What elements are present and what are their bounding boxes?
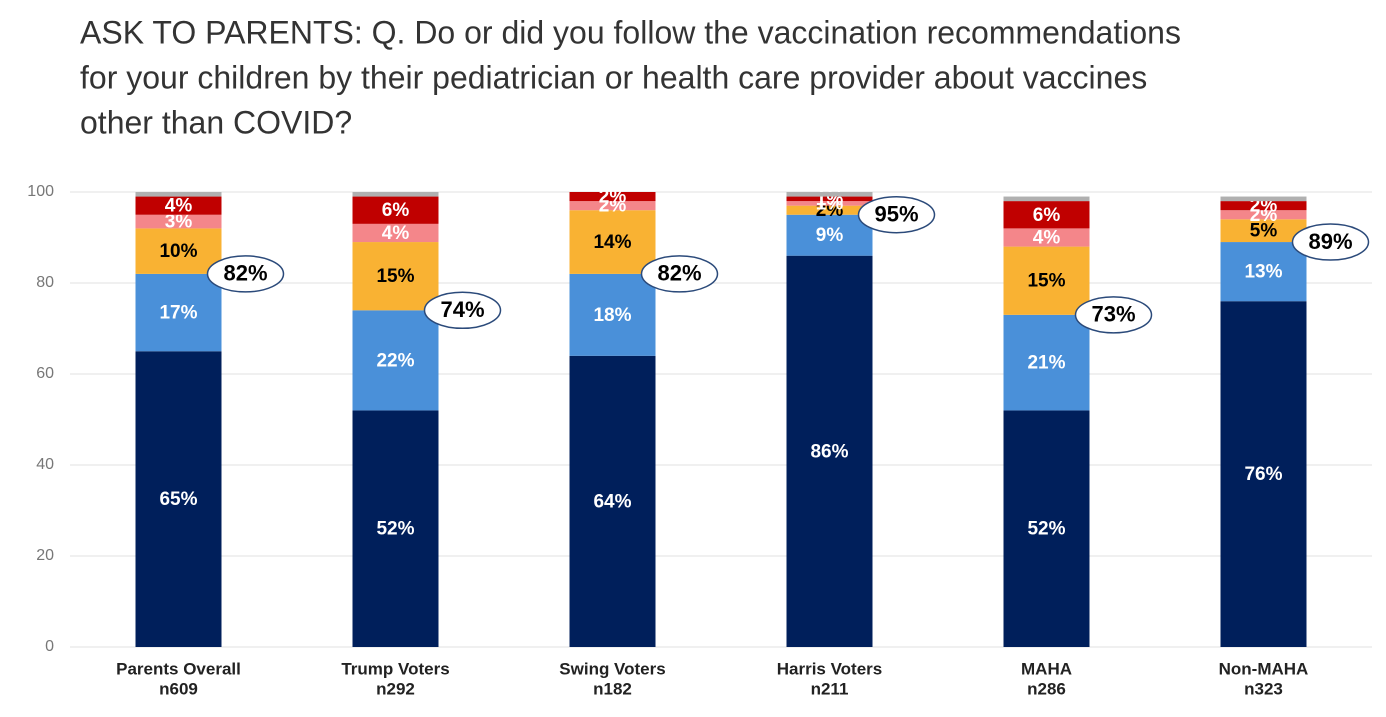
data-label: 3% (165, 212, 193, 233)
bar-segment (1003, 201, 1090, 229)
bar-segment (352, 192, 439, 197)
data-label: 10% (159, 241, 197, 262)
chart-title: for your children by their pediatrician … (80, 59, 1147, 95)
data-label: 64% (593, 491, 631, 512)
chart-title: other than COVID? (80, 104, 352, 140)
x-tick-label: Harris Voters (777, 659, 883, 678)
data-label: 17% (159, 303, 197, 324)
data-label: 76% (1244, 464, 1282, 485)
bar-segment (135, 196, 222, 215)
data-label: 4% (165, 196, 193, 217)
x-tick-sublabel: n211 (811, 679, 849, 698)
bar-segment (1220, 242, 1307, 302)
data-label: 18% (593, 305, 631, 326)
y-tick-label: 0 (45, 638, 54, 655)
y-tick-label: 60 (36, 365, 54, 382)
bar-segment (569, 201, 656, 211)
x-tick-label: MAHA (1021, 659, 1072, 678)
y-tick-label: 100 (27, 183, 54, 200)
total-callout (206, 255, 285, 293)
bar-segment (135, 192, 222, 197)
total-label: 95% (874, 202, 918, 227)
bar-segment (135, 351, 222, 647)
x-tick-label: Trump Voters (341, 659, 449, 678)
bar-segment (1220, 196, 1307, 202)
total-label: 89% (1308, 229, 1352, 254)
data-label: 14% (593, 232, 631, 253)
x-tick-sublabel: n182 (593, 679, 632, 698)
y-tick-label: 20 (36, 547, 54, 564)
bar-segment (786, 196, 873, 202)
x-tick-sublabel: n609 (159, 679, 198, 698)
data-label: 5% (1250, 221, 1278, 242)
data-label: 52% (1027, 519, 1065, 540)
chart-title: ASK TO PARENTS: Q. Do or did you follow … (80, 14, 1181, 50)
total-label: 82% (223, 261, 267, 286)
bar-segment (1003, 314, 1090, 411)
bar-segment (1003, 410, 1090, 647)
bar-segment (135, 214, 222, 229)
bar-segment (1003, 228, 1090, 247)
x-tick-label: Swing Voters (559, 659, 665, 678)
bar-segment (1003, 246, 1090, 315)
x-tick-label: Non-MAHA (1219, 659, 1309, 678)
bar-segment (786, 214, 873, 256)
total-callout (1074, 296, 1153, 334)
total-callout (857, 196, 936, 234)
bar-segment (352, 196, 439, 224)
data-label: 52% (376, 519, 414, 540)
bar-segment (786, 201, 873, 206)
bar-segment (786, 192, 873, 197)
y-tick-label: 80 (36, 274, 54, 291)
total-callout (1291, 223, 1370, 261)
data-label: 4% (382, 223, 410, 244)
bar-segment (569, 210, 656, 274)
data-label: 4% (1033, 228, 1061, 249)
data-label: 6% (1033, 205, 1061, 226)
total-callout (423, 291, 502, 330)
bar-segment (786, 205, 873, 215)
bar-segment (1003, 196, 1090, 202)
data-label: 2% (599, 187, 627, 208)
data-label: 15% (376, 266, 414, 287)
x-tick-label: Parents Overall (116, 659, 241, 678)
bar-segment (352, 223, 439, 243)
bar-segment (569, 273, 656, 356)
bar-segment (569, 355, 656, 647)
y-tick-label: 40 (36, 456, 54, 473)
bar-segment (569, 192, 656, 202)
total-callout (640, 255, 719, 293)
bar-segment (352, 410, 439, 647)
data-label: 6% (382, 200, 410, 221)
bar-segment (1220, 301, 1307, 647)
total-label: 82% (657, 261, 701, 286)
bar-segment (135, 228, 222, 274)
bar-segment (1220, 210, 1307, 220)
data-label: 1% (816, 189, 844, 210)
bar-segment (135, 273, 222, 352)
data-label: 15% (1027, 271, 1065, 292)
x-tick-sublabel: n323 (1244, 679, 1283, 698)
total-label: 74% (440, 297, 484, 322)
data-label: 65% (159, 489, 197, 510)
data-label: 13% (1244, 262, 1282, 283)
bar-segment (1220, 201, 1307, 211)
data-label: 86% (810, 441, 848, 462)
data-label: 22% (376, 350, 414, 371)
bar-segment (352, 242, 439, 311)
x-tick-sublabel: n286 (1027, 679, 1066, 698)
bar-segment (352, 310, 439, 411)
bar-segment (786, 255, 873, 647)
total-label: 73% (1091, 302, 1135, 327)
bar-segment (1220, 219, 1307, 243)
x-tick-sublabel: n292 (376, 679, 415, 698)
data-label: 21% (1027, 353, 1065, 374)
data-label: 9% (816, 225, 844, 246)
